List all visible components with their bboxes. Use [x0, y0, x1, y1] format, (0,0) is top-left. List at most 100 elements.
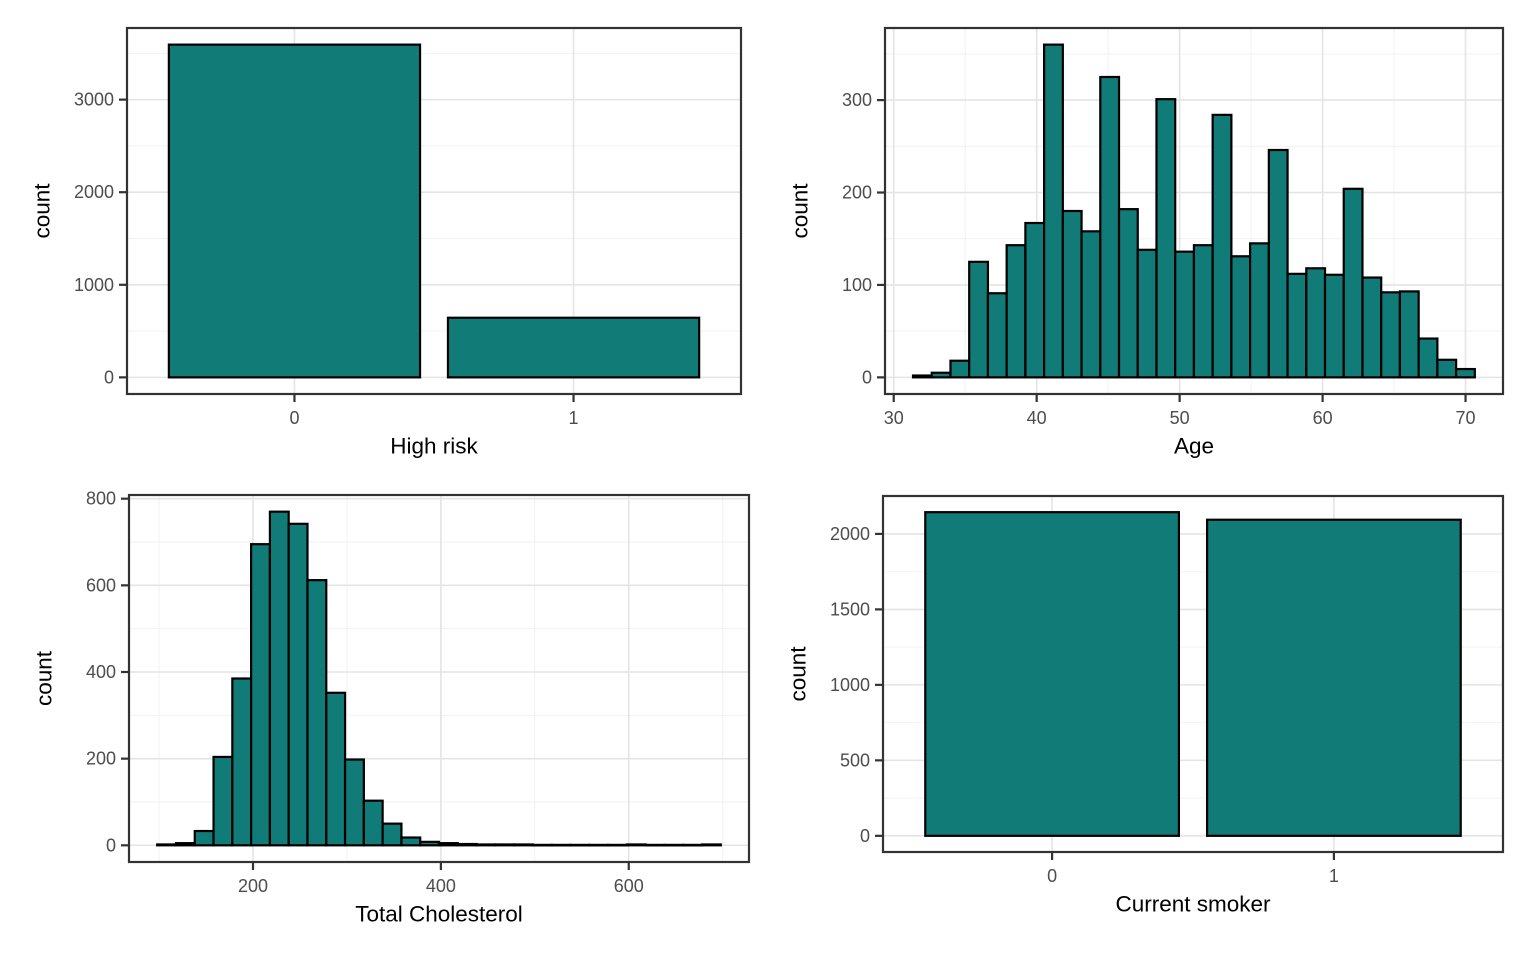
bar — [325, 691, 347, 847]
bar — [1061, 209, 1083, 379]
bar — [949, 359, 971, 379]
panel-border — [883, 26, 1505, 396]
bar — [663, 843, 685, 847]
x-tick-label: 200 — [238, 876, 268, 896]
x-tick-label: 60 — [1313, 408, 1333, 428]
bar — [475, 843, 497, 847]
bar — [456, 842, 478, 847]
y-tick-label: 0 — [860, 826, 870, 846]
bar — [606, 843, 628, 847]
plot-canvas-age: 0 100 200 300 30 40 50 60 70 Age count — [788, 26, 1505, 459]
x-tick-label: 1 — [569, 408, 579, 428]
y-tick-label: 200 — [842, 183, 872, 203]
bar — [1211, 113, 1233, 379]
chart-current-smoker: 0 500 1000 1500 2000 0 1 Current smoker count — [768, 480, 1536, 960]
bar — [494, 843, 516, 847]
x-tick-label: 1 — [1329, 866, 1339, 886]
bar — [231, 677, 253, 847]
bar — [437, 842, 459, 847]
bar — [446, 316, 701, 379]
y-tick-label: 0 — [106, 835, 116, 855]
bar — [700, 843, 722, 847]
y-tick-label: 1000 — [830, 675, 870, 695]
bar — [167, 43, 422, 379]
bar — [1398, 290, 1420, 379]
bar — [381, 822, 403, 847]
bar — [1342, 187, 1364, 379]
bar — [1417, 337, 1439, 379]
bar — [1455, 367, 1476, 379]
y-axis-title: count — [30, 183, 55, 239]
bar — [306, 579, 328, 847]
x-tick-label: 30 — [884, 408, 904, 428]
panel-border — [125, 26, 743, 396]
bar — [1174, 250, 1196, 379]
y-tick-label: 500 — [840, 750, 870, 770]
panel-border — [127, 493, 751, 864]
bar — [1005, 244, 1027, 379]
bar — [531, 843, 553, 847]
x-axis-title: Age — [1174, 434, 1214, 459]
bar — [1267, 148, 1289, 379]
bar — [930, 371, 952, 379]
bar — [1024, 221, 1046, 379]
bar — [569, 843, 591, 847]
x-tick-label: 400 — [426, 876, 456, 896]
y-tick-label: 200 — [86, 749, 116, 769]
bar — [1286, 272, 1308, 379]
bar — [1117, 208, 1139, 379]
plot-canvas-total-cholesterol: 0 200 400 600 800 200 400 600 Total Cholesterol c… — [32, 489, 751, 927]
x-tick-label: 70 — [1456, 408, 1476, 428]
x-axis-title: Total Cholesterol — [355, 902, 523, 927]
y-tick-label: 300 — [842, 90, 872, 110]
bar — [1305, 267, 1327, 379]
bar — [625, 843, 647, 847]
x-tick-label: 50 — [1170, 408, 1190, 428]
panel-border — [881, 494, 1505, 854]
y-axis-title: count — [788, 183, 813, 239]
bar — [513, 843, 535, 847]
chart-high-risk: 0 1000 2000 3000 0 1 High risk count — [0, 0, 768, 480]
bar — [250, 543, 272, 847]
bar — [911, 374, 933, 379]
chart-age: 0 100 200 300 30 40 50 60 70 Age count — [768, 0, 1536, 480]
bar — [1436, 358, 1458, 379]
bar — [1080, 230, 1102, 379]
y-tick-label: 400 — [86, 662, 116, 682]
bar — [588, 843, 610, 847]
chart-total-cholesterol: 0 200 400 600 800 200 400 600 Total Cholesterol c… — [0, 480, 768, 960]
y-tick-label: 1500 — [830, 599, 870, 619]
y-tick-label: 0 — [104, 367, 114, 387]
bar — [193, 829, 215, 847]
y-axis-title: count — [786, 646, 811, 702]
x-tick-label: 40 — [1027, 408, 1047, 428]
y-tick-label: 0 — [862, 367, 872, 387]
x-tick-label: 0 — [1047, 866, 1057, 886]
bar — [1205, 518, 1462, 837]
bar — [419, 840, 441, 847]
y-tick-label: 3000 — [74, 90, 114, 110]
plot-canvas-current-smoker: 0 500 1000 1500 2000 0 1 Current smoker count — [786, 494, 1505, 917]
x-tick-label: 600 — [614, 876, 644, 896]
y-tick-label: 100 — [842, 275, 872, 295]
bar — [212, 755, 234, 847]
bar — [1043, 43, 1064, 379]
y-tick-label: 2000 — [74, 182, 114, 202]
bar — [924, 511, 1181, 837]
bar — [287, 522, 309, 847]
bar — [343, 758, 365, 847]
bar — [1192, 244, 1214, 379]
bar — [1136, 248, 1158, 379]
y-tick-label: 1000 — [74, 275, 114, 295]
bar — [550, 843, 572, 847]
bar — [174, 842, 196, 847]
bar — [1361, 276, 1383, 379]
bar — [968, 260, 990, 379]
bar — [1380, 291, 1402, 379]
bar — [156, 843, 178, 847]
y-tick-label: 600 — [86, 575, 116, 595]
bar — [1249, 242, 1270, 379]
bar — [1099, 75, 1121, 379]
y-tick-label: 800 — [86, 489, 116, 509]
x-tick-label: 0 — [289, 408, 299, 428]
